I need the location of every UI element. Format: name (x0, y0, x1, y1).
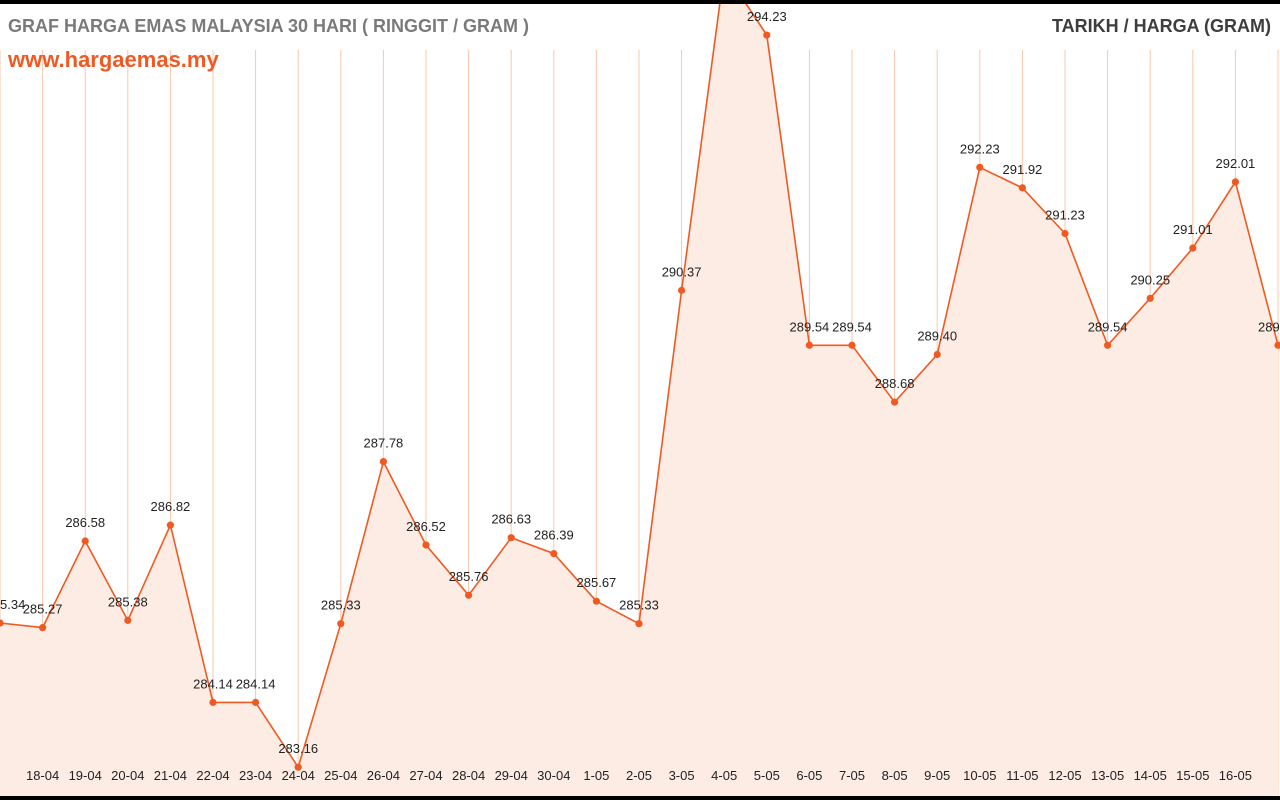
value-label-27-04: 286.52 (406, 519, 446, 534)
tick-label-18-04: 18-04 (26, 768, 59, 783)
value-label-10-05: 292.23 (960, 141, 1000, 156)
value-label-19-04: 286.58 (65, 515, 105, 530)
data-point-16-05[interactable] (1231, 178, 1239, 186)
tick-label-9-05: 9-05 (924, 768, 950, 783)
tick-label-6-05: 6-05 (796, 768, 822, 783)
data-point-24-04[interactable] (294, 763, 302, 771)
data-point-25-04[interactable] (337, 620, 345, 628)
data-point-17-04[interactable] (0, 619, 4, 627)
value-label-29-04: 286.63 (491, 512, 531, 527)
tick-label-3-05: 3-05 (669, 768, 695, 783)
tick-label-20-04: 20-04 (111, 768, 144, 783)
value-label-3-05: 290.37 (662, 264, 702, 279)
data-point-28-04[interactable] (465, 591, 473, 599)
data-point-19-04[interactable] (81, 537, 89, 545)
data-point-13-05[interactable] (1104, 341, 1112, 349)
data-point-26-04[interactable] (379, 458, 387, 466)
tick-label-13-05: 13-05 (1091, 768, 1124, 783)
tick-label-11-05: 11-05 (1006, 768, 1038, 783)
data-point-8-05[interactable] (891, 398, 899, 406)
data-point-21-04[interactable] (166, 521, 174, 529)
tick-label-15-05: 15-05 (1176, 768, 1209, 783)
x-axis-ticks: 18-04 19-04 20-04 21-04 22-04 23-04 24-04 25-04… (26, 768, 1252, 783)
tick-label-19-04: 19-04 (69, 768, 102, 783)
data-point-27-04[interactable] (422, 541, 430, 549)
data-point-3-05[interactable] (678, 286, 686, 294)
data-point-15-05[interactable] (1189, 244, 1197, 252)
tick-label-16-05: 16-05 (1219, 768, 1252, 783)
tick-label-21-04: 21-04 (154, 768, 187, 783)
value-label-26-04: 287.78 (364, 436, 404, 451)
data-point-30-04[interactable] (550, 549, 558, 558)
chart-legend: TARIKH / HARGA (GRAM) (1052, 16, 1271, 36)
data-point-18-04[interactable] (39, 624, 47, 632)
tick-label-7-05: 7-05 (839, 768, 865, 783)
value-label-17-04: 5.34 (0, 597, 25, 612)
value-label-28-04: 285.76 (449, 569, 489, 584)
tick-label-1-05: 1-05 (583, 768, 609, 783)
tick-label-29-04: 29-04 (495, 768, 528, 783)
data-point-14-05[interactable] (1146, 294, 1154, 302)
value-label-5-05: 294.23 (747, 9, 787, 24)
value-label-17-05: 289 (1258, 319, 1280, 334)
tick-label-26-04: 26-04 (367, 768, 400, 783)
value-label-7-05: 289.54 (832, 319, 872, 334)
tick-label-30-04: 30-04 (537, 768, 570, 783)
data-point-20-04[interactable] (124, 616, 132, 624)
value-label-24-04: 283.16 (278, 741, 318, 756)
value-label-12-05: 291.23 (1045, 207, 1085, 222)
value-label-22-04: 284.14 (193, 676, 233, 691)
value-label-11-05: 291.92 (1003, 162, 1043, 177)
chart-subtitle-website[interactable]: www.hargaemas.my (8, 47, 219, 72)
value-label-23-04: 284.14 (236, 676, 276, 691)
tick-label-10-05: 10-05 (963, 768, 996, 783)
data-point-23-04[interactable] (252, 698, 260, 706)
tick-label-8-05: 8-05 (882, 768, 908, 783)
data-point-2-05[interactable] (635, 620, 643, 628)
data-point-22-04[interactable] (209, 698, 217, 706)
data-point-11-05[interactable] (1018, 184, 1026, 192)
value-label-30-04: 286.39 (534, 528, 574, 543)
tick-label-4-05: 4-05 (711, 768, 737, 783)
tick-label-23-04: 23-04 (239, 768, 272, 783)
tick-label-22-04: 22-04 (196, 768, 229, 783)
chart-frame: 5.34 285.27 286.58 285.38 286.82 284.14 284.14… (0, 4, 1280, 796)
data-points (0, 31, 1280, 771)
value-label-21-04: 286.82 (151, 499, 191, 514)
data-point-6-05[interactable] (805, 341, 814, 349)
value-label-16-05: 292.01 (1216, 156, 1256, 171)
data-point-1-05[interactable] (592, 597, 601, 605)
value-label-13-05: 289.54 (1088, 319, 1128, 334)
value-label-6-05: 289.54 (790, 319, 830, 334)
tick-label-5-05: 5-05 (754, 768, 780, 783)
value-label-14-05: 290.25 (1130, 272, 1170, 287)
data-point-17-05[interactable] (1274, 341, 1280, 349)
data-point-12-05[interactable] (1061, 229, 1069, 238)
value-label-9-05: 289.40 (917, 329, 957, 344)
data-point-9-05[interactable] (933, 350, 941, 359)
value-label-15-05: 291.01 (1173, 222, 1213, 237)
tick-label-25-04: 25-04 (324, 768, 357, 783)
tick-label-28-04: 28-04 (452, 768, 485, 783)
tick-label-12-05: 12-05 (1048, 768, 1081, 783)
value-label-25-04: 285.33 (321, 598, 361, 613)
tick-label-27-04: 27-04 (409, 768, 442, 783)
data-point-5-05[interactable] (763, 31, 771, 39)
value-label-2-05: 285.33 (619, 598, 659, 613)
data-point-10-05[interactable] (976, 163, 984, 171)
chart-title: GRAF HARGA EMAS MALAYSIA 30 HARI ( RINGG… (8, 16, 530, 36)
data-point-29-04[interactable] (507, 534, 515, 542)
value-label-20-04: 285.38 (108, 594, 148, 609)
value-label-1-05: 285.67 (577, 575, 617, 590)
tick-label-24-04: 24-04 (282, 768, 315, 783)
value-label-18-04: 285.27 (23, 602, 63, 617)
data-point-7-05[interactable] (848, 341, 856, 349)
tick-label-14-05: 14-05 (1134, 768, 1167, 783)
price-area (0, 4, 1278, 796)
tick-label-2-05: 2-05 (626, 768, 652, 783)
value-label-8-05: 288.68 (875, 376, 915, 391)
